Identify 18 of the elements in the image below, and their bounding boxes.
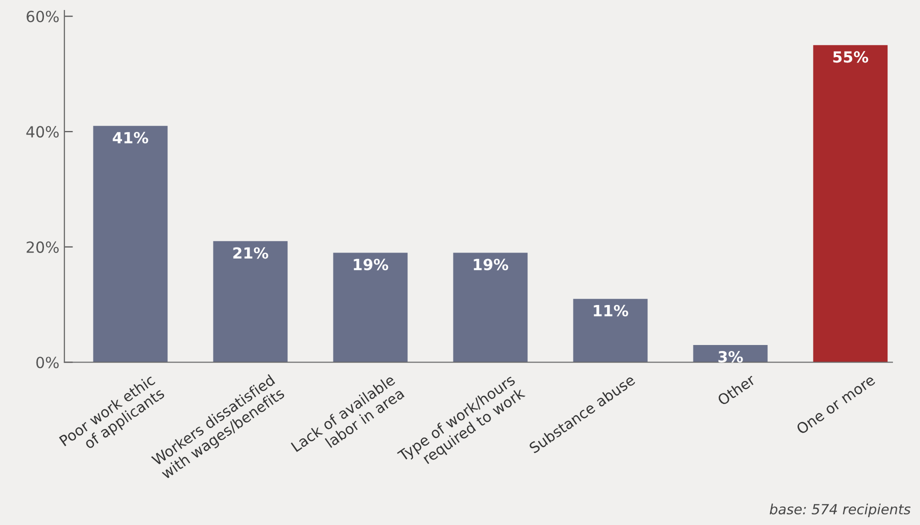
y-tick-label: 20%: [26, 241, 59, 253]
bar: [813, 45, 888, 362]
y-tick-label: 40%: [26, 126, 59, 138]
bar: [93, 126, 168, 362]
data-label: 19%: [474, 258, 508, 270]
data-label: 3%: [718, 350, 743, 363]
y-tick-label: 60%: [26, 10, 59, 22]
text: base: 574 recipients: [770, 504, 911, 518]
data-label: 41%: [112, 132, 148, 144]
y-tick-label: 0%: [36, 356, 59, 368]
data-label: 21%: [233, 247, 268, 259]
data-label: 19%: [354, 258, 388, 270]
data-label: 55%: [833, 51, 868, 63]
bar: [333, 252, 408, 362]
bar: [213, 241, 288, 362]
data-label: 11%: [594, 304, 628, 316]
bar: [573, 298, 648, 362]
bar: [453, 252, 528, 362]
